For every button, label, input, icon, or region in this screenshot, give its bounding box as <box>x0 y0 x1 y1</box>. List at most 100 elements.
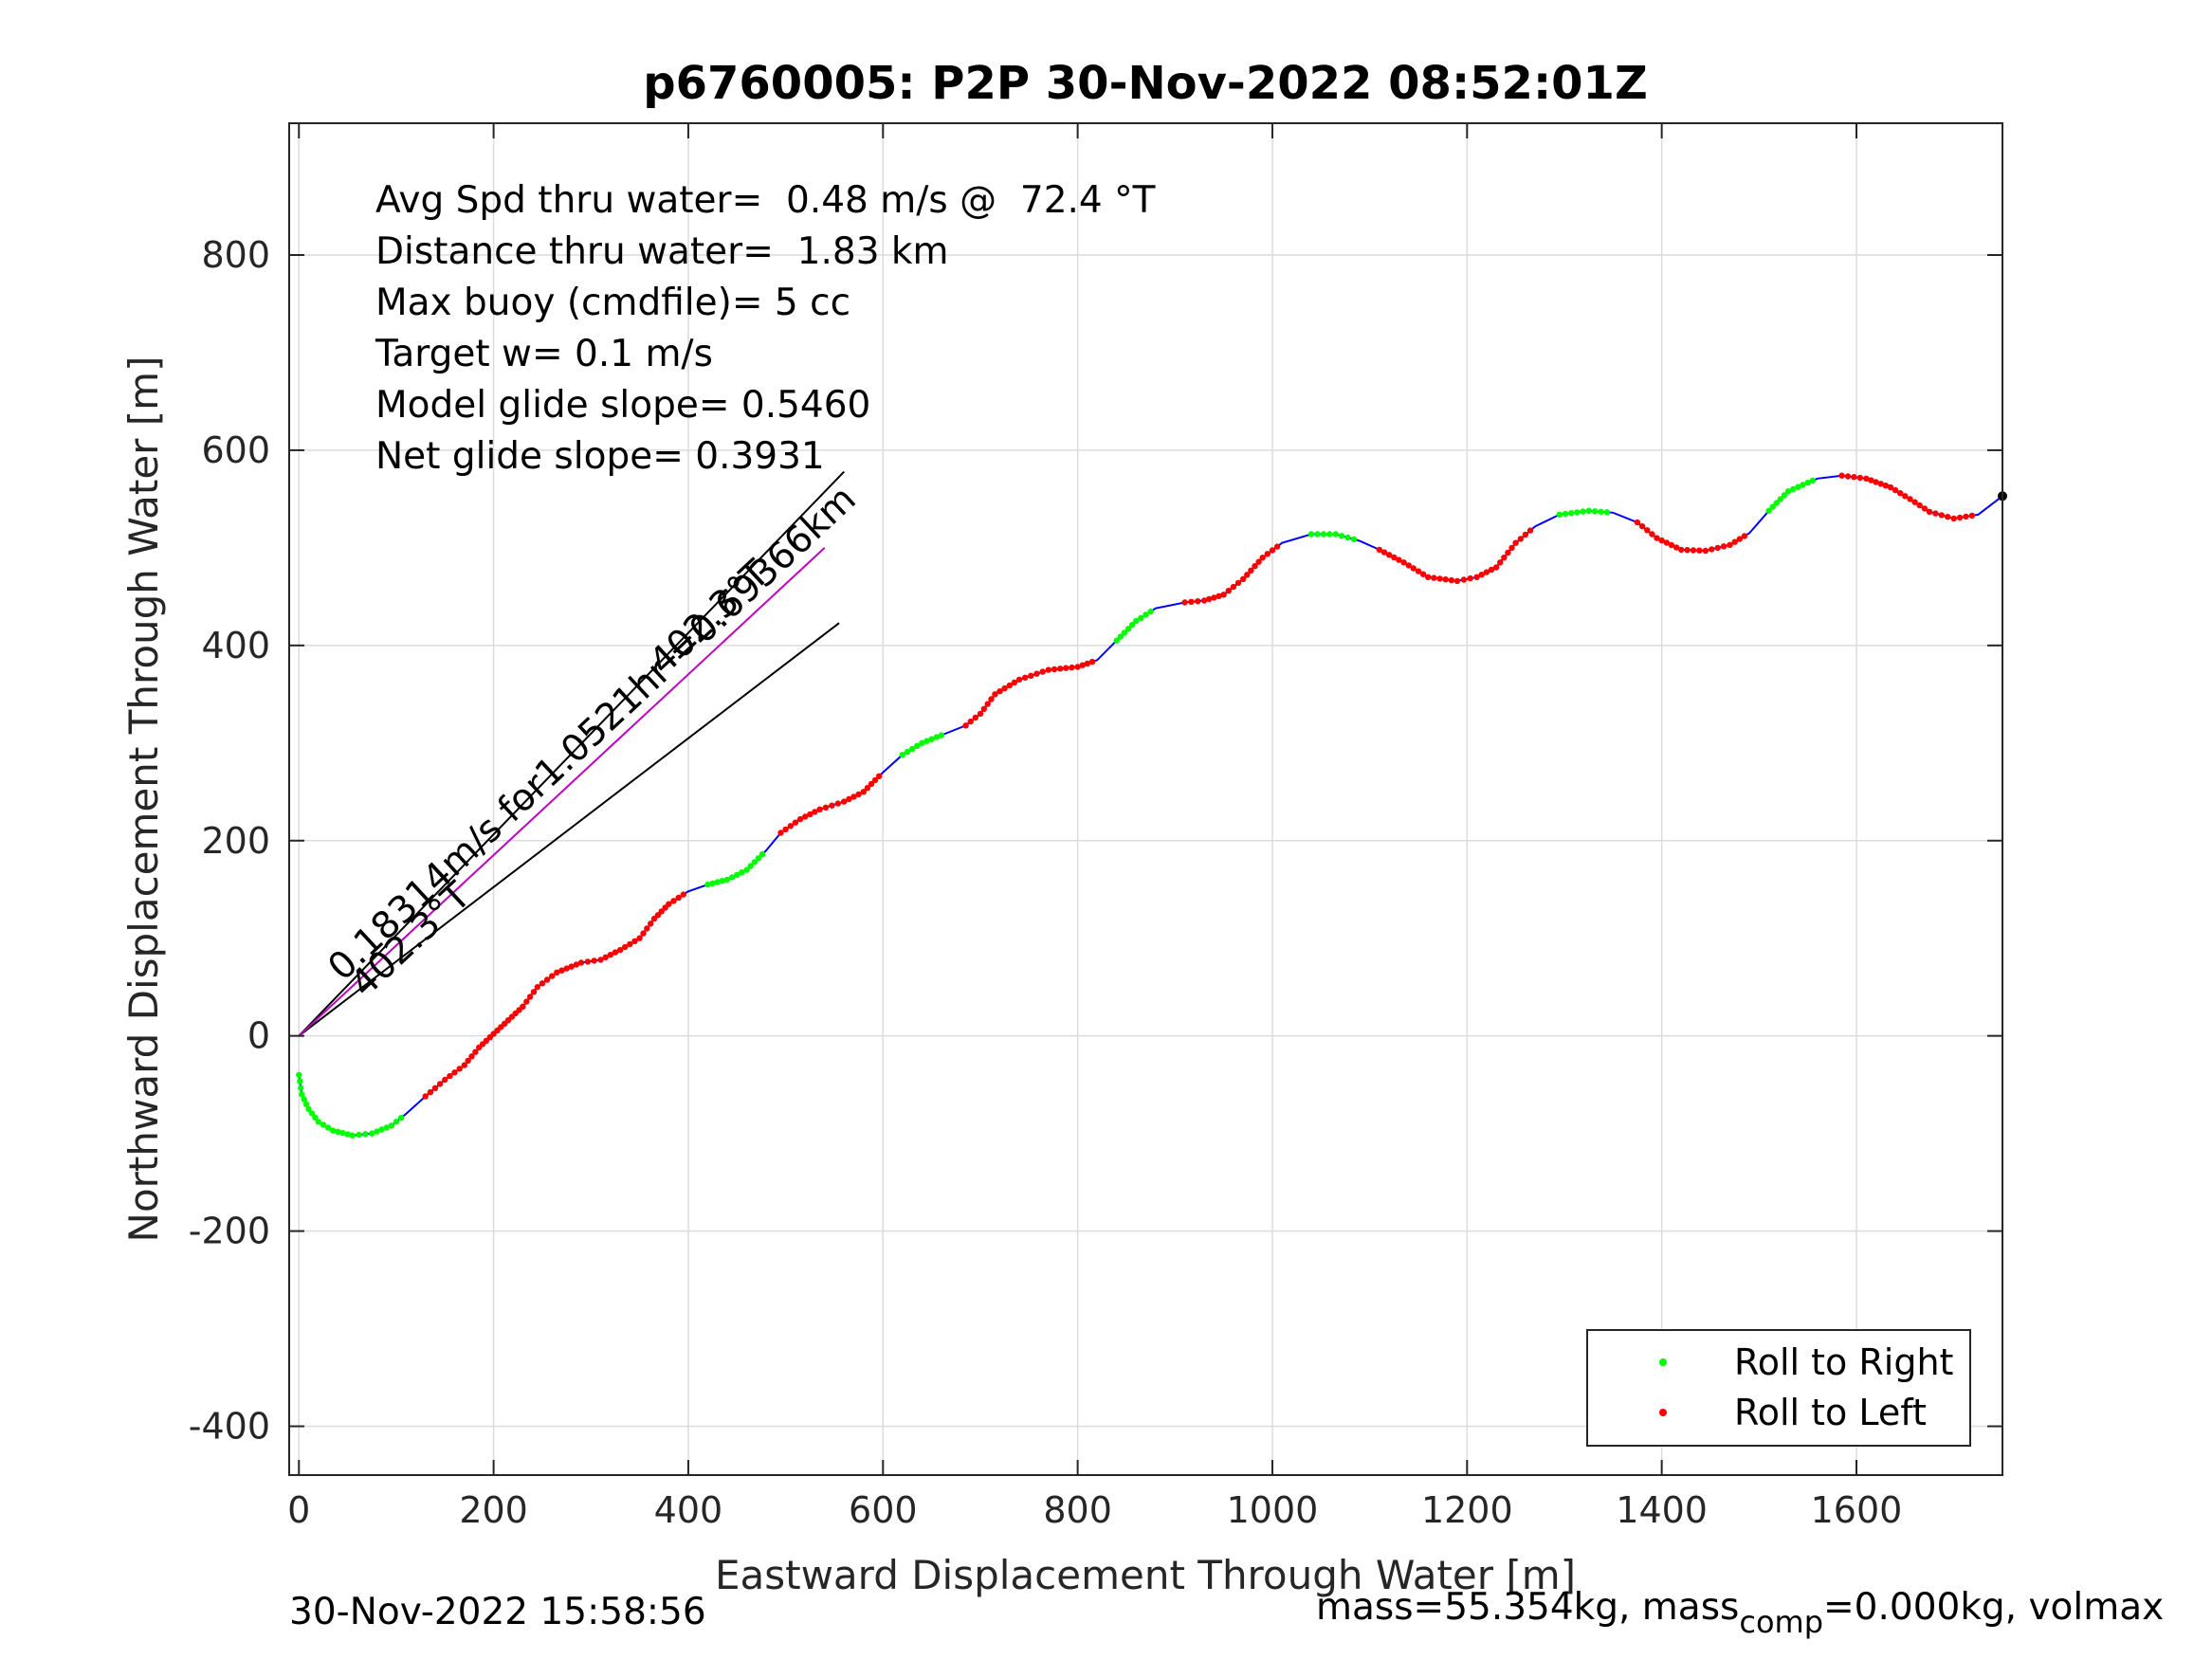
roll-left-point <box>666 901 672 907</box>
roll-left-point <box>1033 670 1040 677</box>
roll-right-point <box>374 1128 380 1135</box>
y-tick-label: 0 <box>247 1015 270 1057</box>
roll-right-point <box>1777 496 1784 502</box>
roll-left-point <box>984 701 991 707</box>
roll-left-point <box>1644 527 1651 534</box>
roll-right-point <box>743 866 750 873</box>
roll-right-point <box>301 1096 307 1103</box>
roll-left-point <box>1386 552 1393 558</box>
roll-right-point <box>739 869 745 876</box>
chart-title: p6760005: P2P 30-Nov-2022 08:52:01Z <box>643 57 1648 110</box>
legend-marker-roll-right <box>1659 1358 1667 1366</box>
roll-right-point <box>1580 508 1586 515</box>
roll-left-point <box>1006 682 1014 689</box>
roll-right-point <box>1128 622 1136 629</box>
roll-left-point <box>1505 549 1511 556</box>
plot-area-frame <box>288 122 2003 1476</box>
roll-left-point <box>1473 574 1480 580</box>
y-tick-label: 600 <box>201 429 270 471</box>
roll-left-point <box>568 963 575 970</box>
roll-left-point <box>782 826 789 833</box>
average-velocity-line <box>298 547 826 1037</box>
roll-left-point <box>627 940 633 948</box>
legend-marker-roll-left <box>1659 1409 1667 1416</box>
roll-left-point <box>1015 676 1023 684</box>
footer-mass-prefix: mass=55.354kg, mass <box>1316 1586 1739 1629</box>
roll-right-point <box>1585 507 1592 514</box>
roll-right-point <box>1795 483 1801 490</box>
roll-right-point <box>914 742 921 750</box>
roll-right-point <box>1574 509 1581 516</box>
roll-left-point <box>1206 595 1213 603</box>
x-tick-label: 1000 <box>1227 1489 1319 1531</box>
roll-right-point <box>1117 633 1124 640</box>
roll-left-point <box>431 1085 439 1092</box>
roll-left-point <box>1230 583 1237 591</box>
roll-right-point <box>1591 508 1599 515</box>
x-axis-label: Eastward Displacement Through Water [m] <box>715 1552 1576 1598</box>
roll-right-point <box>296 1071 302 1079</box>
roll-left-point <box>1079 662 1087 668</box>
x-axis-ticks: 0 200 400 600 800 1000 1200 1400 1600 <box>287 123 1902 1531</box>
roll-left-point <box>1634 519 1641 526</box>
roll-left-point <box>1255 558 1262 565</box>
roll-left-point <box>1720 543 1728 550</box>
roll-left-point <box>1638 523 1646 530</box>
roll-right-point <box>1147 608 1154 615</box>
roll-left-point <box>1882 483 1890 489</box>
roll-right-point <box>1773 500 1781 506</box>
roll-left-point <box>631 938 638 944</box>
x-tick-label: 0 <box>287 1489 310 1531</box>
roll-right-point <box>339 1129 346 1137</box>
roll-left-point <box>1497 559 1504 566</box>
roll-left-point <box>1181 599 1188 606</box>
y-tick-label: 400 <box>201 625 270 666</box>
roll-left-point <box>1460 576 1468 583</box>
roll-left-point <box>1938 512 1945 519</box>
roll-left-point <box>1391 554 1398 561</box>
roll-right-point <box>362 1131 369 1138</box>
roll-right-point <box>923 738 930 744</box>
roll-right-point <box>928 736 935 742</box>
legend: Roll to Right Roll to Left <box>1586 1329 1971 1447</box>
roll-left-point <box>1188 598 1195 605</box>
roll-left-point <box>1380 549 1388 556</box>
roll-left-point <box>1252 563 1258 570</box>
roll-right-point <box>349 1132 356 1139</box>
roll-left-point <box>1897 490 1904 497</box>
roll-left-point <box>1838 472 1845 479</box>
roll-left-point <box>1415 568 1422 574</box>
roll-left-point <box>530 989 538 995</box>
roll-right-point <box>1800 482 1806 488</box>
roll-left-point <box>640 930 647 937</box>
roll-left-point <box>644 925 650 932</box>
roll-left-point <box>670 898 677 904</box>
roll-left-point <box>1410 565 1417 572</box>
roll-right-point <box>747 863 754 869</box>
roll-left-point <box>1892 486 1899 494</box>
roll-right-point <box>1562 510 1569 518</box>
roll-left-point <box>612 949 619 956</box>
roll-left-point <box>1431 574 1437 581</box>
roll-right-point <box>755 855 762 862</box>
roll-points <box>296 472 2007 1139</box>
roll-left-point <box>977 710 984 718</box>
roll-left-point <box>1877 481 1884 487</box>
roll-right-point <box>1603 509 1611 516</box>
roll-right-point <box>1784 488 1792 495</box>
roll-left-point <box>1522 531 1529 538</box>
roll-left-point <box>1907 496 1913 502</box>
roll-right-point <box>1598 508 1604 515</box>
heading-line <box>298 622 840 1037</box>
roll-right-point <box>719 878 726 884</box>
roll-right-point <box>1113 637 1120 644</box>
roll-right-point <box>723 876 731 884</box>
annotation-block: Avg Spd thru water= 0.48 m/s @ 72.4 °T D… <box>375 179 1156 478</box>
roll-right-point <box>1765 507 1772 514</box>
roll-left-point <box>1225 588 1233 594</box>
x-tick-label: 1200 <box>1421 1489 1513 1531</box>
roll-right-point <box>704 881 711 888</box>
roll-right-point <box>330 1127 337 1134</box>
roll-left-point <box>1731 538 1738 545</box>
